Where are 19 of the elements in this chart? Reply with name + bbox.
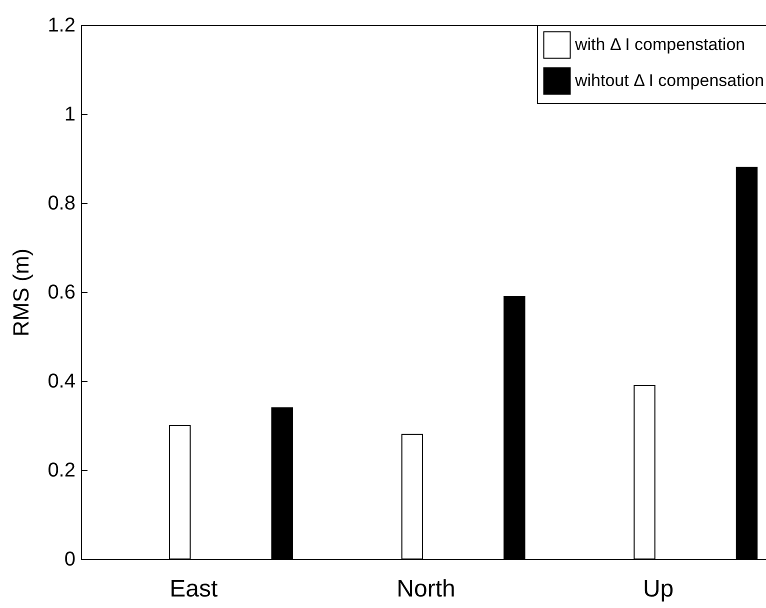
y-axis-title: RMS (m) [8,248,34,336]
bar [504,296,526,560]
y-tick-label: 1 [64,104,76,126]
y-tick-label: 1.2 [48,14,76,36]
legend-label: with Δ I compenstation [574,35,746,54]
bar [271,407,293,560]
x-tick-label: Up [642,576,674,602]
bar [736,166,758,560]
y-tick-label: 0.2 [48,460,76,482]
y-tick-label: 0.8 [48,192,76,214]
y-tick-label: 0 [64,548,76,570]
bar [401,434,424,560]
bar [169,425,191,560]
bar [634,384,656,560]
y-tick-label: 0.4 [48,370,76,392]
x-tick-label: East [170,576,218,602]
legend-label: wihtout Δ I compensation [574,71,764,90]
y-tick-label: 0.6 [48,282,76,304]
x-tick-label: North [396,576,456,602]
